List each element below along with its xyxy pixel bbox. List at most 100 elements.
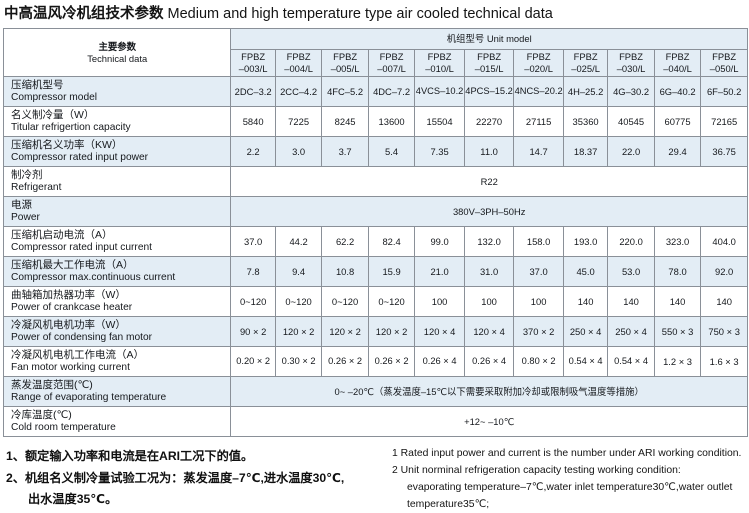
cell-r3-c10: 29.4 xyxy=(653,136,702,167)
row-label-en: Refrigerant xyxy=(11,181,62,193)
table-row: 冷库温度(℃) Cold room temperature +12~ –10℃ xyxy=(2,406,748,437)
model-prefix: FPBZ xyxy=(526,51,551,63)
cell-r3-c1: 2.2 xyxy=(230,136,276,167)
page-title-en: Medium and high temperature type air coo… xyxy=(167,6,553,22)
model-suffix: –007/L xyxy=(377,63,406,74)
cell-r2-c7: 27115 xyxy=(513,106,564,137)
cell-r9-c10: 550 × 3 xyxy=(653,316,702,347)
header-model-6: FPBZ –015/L xyxy=(463,49,515,77)
row-label: 冷凝风机电机功率（W） Power of condensing fan motor xyxy=(2,316,232,347)
row-label: 压缩机最大工作电流（A） Compressor max.continuous cu… xyxy=(2,256,232,287)
model-prefix: FPBZ xyxy=(379,51,404,63)
cell-r2-c8: 35360 xyxy=(562,106,609,137)
cell-r10-c8: 0.54 × 4 xyxy=(562,346,609,377)
row-label-en: Cold room temperature xyxy=(11,421,116,433)
table-row: 冷凝风机电机工作电流（A） Fan motor working current 0.… xyxy=(2,346,748,377)
row-merged-value: R22 xyxy=(230,166,748,197)
cell-r2-c11: 72165 xyxy=(700,106,748,137)
row-label: 蒸发温度范围(℃) Range of evaporating temperatur… xyxy=(2,376,232,407)
row-label: 名义制冷量（W） Titular refrigertion capacity xyxy=(2,106,232,137)
row-label: 压缩机名义功率（KW） Compressor rated input power xyxy=(2,136,232,167)
cell-r9-c1: 90 × 2 xyxy=(230,316,276,347)
table-header-row-1: 主要参数 Technical data 机组型号 Unit model xyxy=(2,28,748,77)
table-row: 压缩机名义功率（KW） Compressor rated input power 2… xyxy=(2,136,748,167)
row-label-cn: 压缩机名义功率（KW） xyxy=(11,138,123,151)
cell-r1-c2: 2CC–4.2 xyxy=(274,76,323,107)
header-model-4: FPBZ –007/L xyxy=(367,49,416,77)
header-model-2: FPBZ –004/L xyxy=(274,49,323,77)
cell-r8-c2: 0~120 xyxy=(274,286,323,317)
cell-r10-c3: 0.26 × 2 xyxy=(321,346,369,377)
table-row: 制冷剂 Refrigerant R22 xyxy=(2,166,748,197)
model-prefix: FPBZ xyxy=(712,51,737,63)
model-suffix: –025/L xyxy=(571,63,600,74)
cell-r10-c11: 1.6 × 3 xyxy=(700,346,748,377)
row-label: 制冷剂 Refrigerant xyxy=(2,166,232,197)
cell-r3-c11: 36.75 xyxy=(700,136,748,167)
row-label-cn: 电源 xyxy=(11,198,32,211)
model-suffix: –030/L xyxy=(616,63,646,74)
page-title-cn: 中高温风冷机组技术参数 xyxy=(4,6,164,22)
cell-r1-c10: 6G–40.2 xyxy=(653,76,702,107)
cell-r7-c10: 78.0 xyxy=(653,256,702,287)
row-label-cn: 制冷剂 xyxy=(11,168,43,181)
table-row: 曲轴箱加热器功率（W） Power of crankcase heater 0~12… xyxy=(2,286,748,317)
model-suffix: –015/L xyxy=(474,63,504,74)
cell-r9-c8: 250 × 4 xyxy=(562,316,609,347)
cell-r8-c11: 140 xyxy=(700,286,748,317)
cell-r6-c11: 404.0 xyxy=(700,226,748,257)
cell-r3-c7: 14.7 xyxy=(513,136,564,167)
model-prefix: FPBZ xyxy=(477,51,502,63)
cell-r2-c9: 40545 xyxy=(607,106,655,137)
header-model-7: FPBZ –020/L xyxy=(513,49,564,77)
footnote-cn-3: 出水温度35℃。 xyxy=(28,492,118,507)
cell-r7-c4: 15.9 xyxy=(367,256,416,287)
model-suffix: –050/L xyxy=(709,63,739,74)
cell-r7-c8: 45.0 xyxy=(562,256,609,287)
model-suffix: –005/L xyxy=(330,63,360,74)
row-label-en: Power of condensing fan motor xyxy=(11,331,153,343)
cell-r10-c10: 1.2 × 3 xyxy=(653,346,702,377)
row-label-en: Titular refrigertion capacity xyxy=(11,121,131,133)
row-label-en: Power xyxy=(11,211,40,223)
cell-r10-c5: 0.26 × 4 xyxy=(414,346,465,377)
cell-r10-c7: 0.80 × 2 xyxy=(513,346,564,377)
cell-r8-c8: 140 xyxy=(562,286,609,317)
footnote-en-1: 1 Rated input power and current is the n… xyxy=(392,448,742,459)
row-label-en: Compressor rated input current xyxy=(11,241,152,253)
cell-r1-c4: 4DC–7.2 xyxy=(367,76,416,107)
cell-r1-c7: 4NCS–20.2 xyxy=(513,76,564,107)
cell-r6-c7: 158.0 xyxy=(513,226,564,257)
cell-r9-c9: 250 × 4 xyxy=(607,316,655,347)
technical-data-table: 主要参数 Technical data 机组型号 Unit model FPBZ –00… xyxy=(2,28,748,437)
header-technical-data-cn: 主要参数 xyxy=(98,40,136,52)
model-prefix: FPBZ xyxy=(665,51,690,63)
row-label: 曲轴箱加热器功率（W） Power of crankcase heater xyxy=(2,286,232,317)
cell-r3-c2: 3.0 xyxy=(274,136,323,167)
cell-r6-c2: 44.2 xyxy=(274,226,323,257)
cell-r1-c11: 6F–50.2 xyxy=(700,76,748,107)
model-suffix: –040/L xyxy=(663,63,692,74)
cell-r9-c6: 120 × 4 xyxy=(463,316,515,347)
model-prefix: FPBZ xyxy=(427,51,452,63)
cell-r7-c6: 31.0 xyxy=(463,256,515,287)
cell-r6-c5: 99.0 xyxy=(414,226,465,257)
header-model-8: FPBZ –025/L xyxy=(562,49,609,77)
row-label-en: Compressor rated input power xyxy=(11,151,149,163)
cell-r8-c7: 100 xyxy=(513,286,564,317)
cell-r2-c2: 7225 xyxy=(274,106,323,137)
row-label-cn: 压缩机启动电流（A） xyxy=(11,228,113,241)
cell-r6-c3: 62.2 xyxy=(321,226,369,257)
page-title: 中高温风冷机组技术参数 Medium and high temperature … xyxy=(2,0,747,28)
row-label: 压缩机启动电流（A） Compressor rated input current xyxy=(2,226,232,257)
model-prefix: FPBZ xyxy=(333,51,358,63)
cell-r2-c4: 13600 xyxy=(367,106,416,137)
cell-r6-c4: 82.4 xyxy=(367,226,416,257)
cell-r1-c8: 4H–25.2 xyxy=(562,76,609,107)
cell-r7-c5: 21.0 xyxy=(414,256,465,287)
cell-r8-c1: 0~120 xyxy=(230,286,276,317)
table-row: 电源 Power 380V–3PH–50Hz xyxy=(2,196,748,227)
cell-r2-c5: 15504 xyxy=(414,106,465,137)
cell-r9-c4: 120 × 2 xyxy=(367,316,416,347)
cell-r10-c1: 0.20 × 2 xyxy=(230,346,276,377)
